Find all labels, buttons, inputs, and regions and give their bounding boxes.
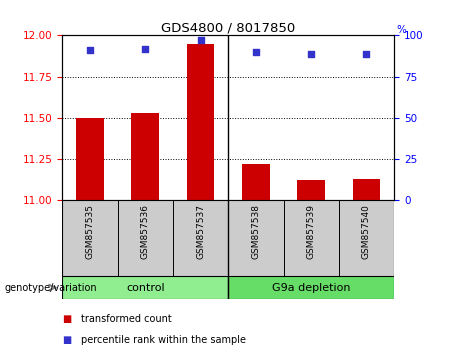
Point bbox=[363, 51, 370, 56]
Bar bbox=[242, 164, 270, 200]
Bar bbox=[353, 179, 380, 200]
Text: GSM857540: GSM857540 bbox=[362, 204, 371, 259]
Text: GSM857535: GSM857535 bbox=[85, 204, 95, 259]
Text: GSM857537: GSM857537 bbox=[196, 204, 205, 259]
Bar bbox=[131, 113, 159, 200]
Bar bbox=[297, 180, 325, 200]
Text: ■: ■ bbox=[62, 335, 71, 345]
Text: control: control bbox=[126, 282, 165, 293]
Text: ■: ■ bbox=[62, 314, 71, 324]
Title: GDS4800 / 8017850: GDS4800 / 8017850 bbox=[161, 21, 296, 34]
Point bbox=[307, 51, 315, 56]
Point bbox=[142, 46, 149, 51]
Text: GSM857536: GSM857536 bbox=[141, 204, 150, 259]
Text: percentile rank within the sample: percentile rank within the sample bbox=[81, 335, 246, 345]
Text: genotype/variation: genotype/variation bbox=[5, 282, 97, 293]
Text: GSM857538: GSM857538 bbox=[251, 204, 260, 259]
Bar bbox=[187, 44, 214, 200]
Text: transformed count: transformed count bbox=[81, 314, 171, 324]
Text: G9a depletion: G9a depletion bbox=[272, 282, 350, 293]
Point bbox=[86, 47, 94, 53]
Point bbox=[197, 38, 204, 43]
Text: GSM857539: GSM857539 bbox=[307, 204, 316, 259]
Point bbox=[252, 49, 260, 55]
Bar bbox=[228, 276, 394, 299]
Text: %: % bbox=[396, 25, 406, 35]
Bar bbox=[62, 276, 228, 299]
Bar bbox=[76, 118, 104, 200]
